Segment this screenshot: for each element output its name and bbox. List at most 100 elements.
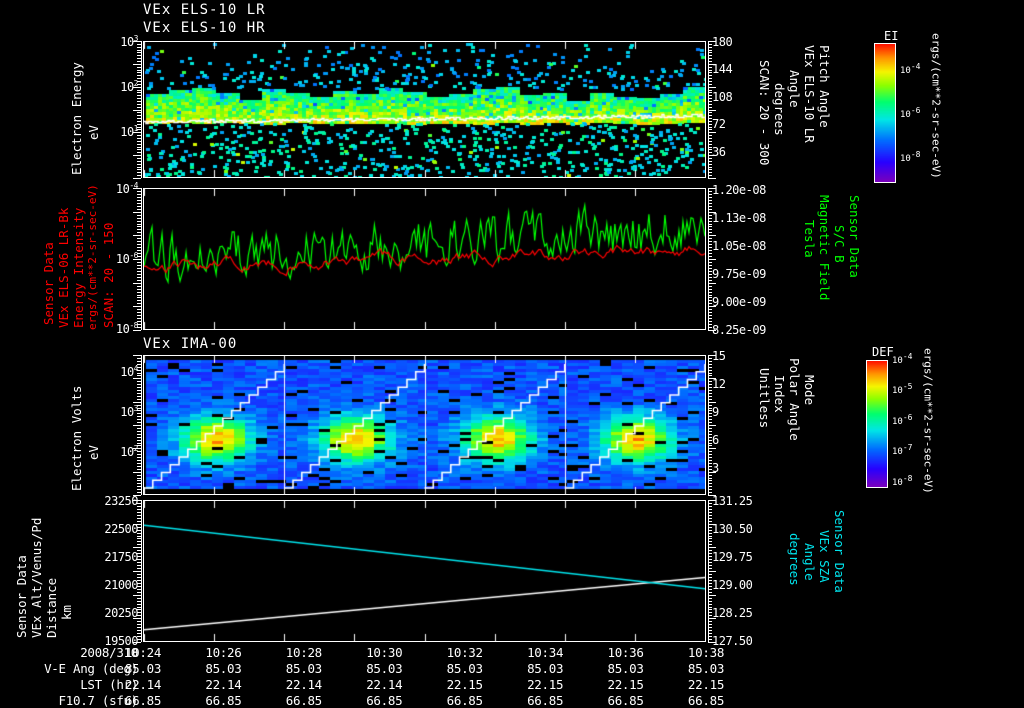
panel2-right-axis-label-2: Magnetic Field <box>817 195 833 301</box>
panel3-colorbar-gradient <box>867 361 887 487</box>
axis-tick <box>708 592 712 593</box>
bottom-ve-ang-value-3: 85.03 <box>366 661 403 676</box>
panel3-rtick-4: 3 <box>712 461 719 475</box>
axis-tick <box>708 135 712 136</box>
axis-tick <box>708 286 712 287</box>
axis-tick <box>708 44 712 45</box>
axis-tick <box>708 175 712 176</box>
axis-tick <box>137 104 141 105</box>
axis-tick <box>137 533 141 534</box>
axis-tick <box>708 381 712 382</box>
axis-tick <box>137 460 141 461</box>
axis-tick <box>137 615 141 616</box>
axis-tick <box>137 598 141 599</box>
panel3-ytick-2: 102 <box>120 445 138 460</box>
axis-tick <box>137 127 141 128</box>
axis-tick <box>708 601 712 602</box>
axis-tick <box>708 268 712 269</box>
axis-tick <box>708 515 712 516</box>
axis-tick <box>137 478 141 479</box>
axis-tick <box>708 110 716 111</box>
axis-tick <box>708 536 712 537</box>
axis-tick <box>137 607 141 608</box>
axis-tick <box>708 303 712 304</box>
panel4-left-axis-label-2: Distance <box>44 577 59 638</box>
axis-tick <box>708 330 716 331</box>
axis-tick <box>708 172 712 173</box>
axis-tick <box>137 361 141 362</box>
axis-tick <box>708 639 712 640</box>
bottom-ve-ang-value-7: 85.03 <box>687 661 725 676</box>
axis-tick <box>708 448 716 449</box>
panel2-rtick-5: 8.25e-09 <box>712 323 766 337</box>
axis-tick <box>708 492 712 493</box>
axis-tick <box>708 413 712 414</box>
panel2-timeseries[interactable] <box>143 188 706 330</box>
axis-tick <box>708 390 712 391</box>
axis-tick <box>137 238 141 239</box>
axis-tick <box>708 472 716 473</box>
axis-tick <box>137 141 141 142</box>
axis-tick <box>137 295 141 296</box>
bottom-f107-value-1: 66.85 <box>205 693 242 708</box>
axis-tick <box>137 98 141 99</box>
panel4-rtick-5: 127.50 <box>712 634 753 648</box>
panel4-rtick-3: 129.00 <box>712 578 753 592</box>
axis-tick <box>708 469 712 470</box>
axis-tick <box>137 562 141 563</box>
axis-tick <box>708 425 716 426</box>
panel3-ima-spectrogram[interactable] <box>143 355 706 495</box>
panel1-colorbar-name: EI <box>884 29 899 43</box>
axis-tick <box>133 472 141 473</box>
panel4-rtick-0: 131.25 <box>712 494 753 508</box>
axis-tick <box>137 253 141 254</box>
bottom-ve-ang-value-0: 85.03 <box>124 661 162 676</box>
axis-tick <box>137 250 141 251</box>
panel4-ephemeris[interactable] <box>143 500 706 642</box>
axis-tick <box>708 405 712 406</box>
axis-tick <box>137 244 141 245</box>
axis-tick <box>708 81 712 82</box>
panel3-ytick-1: 103 <box>120 404 138 420</box>
axis-tick <box>137 78 141 79</box>
axis-tick <box>137 475 141 476</box>
axis-tick <box>133 547 141 548</box>
axis-tick <box>137 636 141 637</box>
axis-tick <box>133 235 141 236</box>
axis-tick <box>137 274 141 275</box>
axis-tick <box>137 416 141 417</box>
axis-tick <box>137 61 141 62</box>
axis-tick <box>708 244 712 245</box>
bottom-row-label-1: LST (hr) <box>80 677 138 692</box>
axis-tick <box>708 67 712 68</box>
axis-tick <box>137 577 141 578</box>
axis-tick <box>708 115 712 116</box>
axis-tick <box>137 544 141 545</box>
axis-tick <box>708 138 712 139</box>
axis-spine <box>708 41 709 178</box>
panel1-els-spectrogram[interactable] <box>143 41 706 178</box>
axis-tick <box>708 203 712 204</box>
axis-tick <box>137 451 141 452</box>
axis-tick <box>708 410 712 411</box>
axis-tick <box>137 309 141 310</box>
axis-tick <box>137 601 141 602</box>
axis-tick <box>708 152 712 153</box>
axis-tick <box>137 218 141 219</box>
panel2-ytick-2: 10-8 <box>115 321 139 337</box>
axis-tick <box>708 483 712 484</box>
axis-tick <box>133 41 141 42</box>
axis-tick <box>137 262 141 263</box>
panel2-right-axis-label-3: Tesla <box>802 220 818 258</box>
axis-tick <box>708 52 712 53</box>
axis-tick <box>137 167 141 168</box>
axis-tick <box>137 434 141 435</box>
axis-tick <box>137 364 141 365</box>
panel3-right-axis-label-2: Index <box>772 375 788 413</box>
axis-tick <box>137 580 141 581</box>
axis-tick <box>137 194 141 195</box>
axis-tick <box>137 300 141 301</box>
panel2-rtick-2: 1.05e-08 <box>712 239 766 253</box>
axis-tick <box>137 630 141 631</box>
panel3-canvas <box>144 356 705 494</box>
